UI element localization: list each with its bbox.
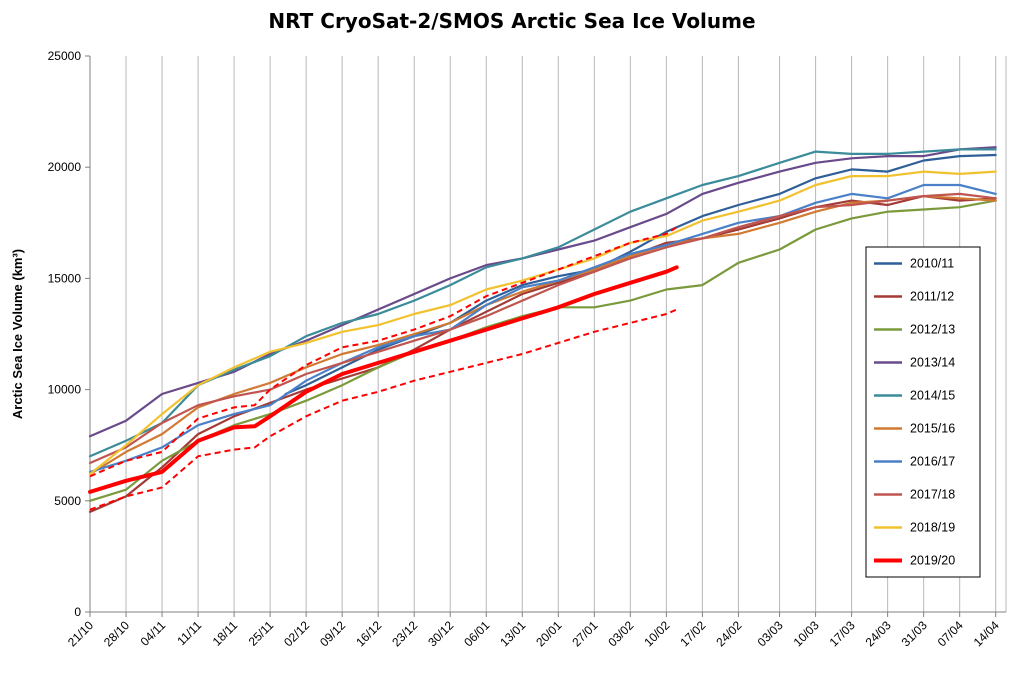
x-tick-label: 09/12 — [317, 618, 348, 649]
legend-entry: 2019/20 — [910, 554, 955, 568]
x-tick-label: 10/02 — [641, 618, 672, 649]
x-tick-label: 06/01 — [461, 618, 492, 649]
x-tick-label: 17/02 — [677, 618, 708, 649]
legend-box — [865, 246, 981, 578]
band-lower-line — [89, 308, 678, 511]
x-tick-label: 31/03 — [899, 618, 930, 649]
x-tick-label: 24/03 — [863, 618, 894, 649]
axes: 21/10 28/10 04/11 11/11 18/11 25/11 02/12 09/12… — [48, 49, 1006, 649]
y-tick-label: 0 — [74, 605, 81, 619]
x-tick-label: 27/01 — [569, 618, 600, 649]
x-tick-label: 07/04 — [935, 618, 966, 649]
y-axis-label: Arctic Sea Ice Volume (km³) — [10, 249, 25, 419]
y-tick-label: 15000 — [48, 271, 82, 285]
x-tick-label: 02/12 — [281, 618, 312, 649]
x-tick-label: 23/12 — [389, 618, 420, 649]
series-line-2010-11 — [284, 153, 997, 396]
x-tick-label: 03/03 — [755, 618, 786, 649]
x-tick-label: 30/12 — [425, 618, 456, 649]
series-line-2018-19 — [88, 170, 997, 476]
legend-entry: 2016/17 — [910, 455, 955, 469]
y-tick-label: 10000 — [48, 383, 82, 397]
legend-entry: 2012/13 — [910, 323, 955, 337]
legend-entry: 2014/15 — [910, 389, 955, 403]
x-tick-label: 03/02 — [605, 618, 636, 649]
x-tick-label: 14/04 — [971, 618, 1002, 649]
series-lines — [88, 146, 997, 513]
y-tick-label: 20000 — [48, 160, 82, 174]
y-tick-label: 5000 — [54, 494, 81, 508]
y-tick-label: 25000 — [48, 49, 82, 63]
x-tick-label: 13/01 — [497, 618, 528, 649]
legend-entry: 2011/12 — [910, 290, 954, 304]
legend-entry: 2013/14 — [910, 356, 955, 370]
series-line-2017-18 — [88, 192, 997, 465]
x-tick-label: 04/11 — [138, 618, 169, 649]
x-tick-label: 24/02 — [713, 618, 744, 649]
series-line-2014-15 — [88, 148, 997, 458]
x-tick-label: 25/11 — [246, 618, 277, 649]
x-tick-label: 17/03 — [827, 618, 858, 649]
x-tick-label: 11/11 — [174, 618, 204, 648]
x-tick-label: 21/10 — [65, 618, 96, 649]
series-line-2012-13 — [88, 199, 997, 502]
legend: 2010/11 2011/12 2012/13 2013/14 2014/15 2015/… — [865, 246, 981, 578]
series-line-2016-17 — [88, 183, 997, 473]
legend-entry: 2010/11 — [910, 257, 954, 271]
legend-entry: 2018/19 — [910, 521, 955, 535]
legend-entry: 2015/16 — [910, 422, 955, 436]
chart-title: NRT CryoSat-2/SMOS Arctic Sea Ice Volume — [268, 9, 755, 33]
band-upper-line — [89, 226, 678, 478]
legend-entry: 2017/18 — [910, 488, 955, 502]
x-tick-label: 18/11 — [210, 618, 241, 649]
x-tick-label: 28/10 — [101, 618, 132, 649]
series-line-2019-20 — [88, 265, 679, 494]
x-tick-label: 20/01 — [533, 618, 564, 649]
x-tick-label: 16/12 — [353, 618, 384, 649]
x-tick-label: 10/03 — [791, 618, 822, 649]
series-line-2011-12 — [88, 195, 997, 513]
